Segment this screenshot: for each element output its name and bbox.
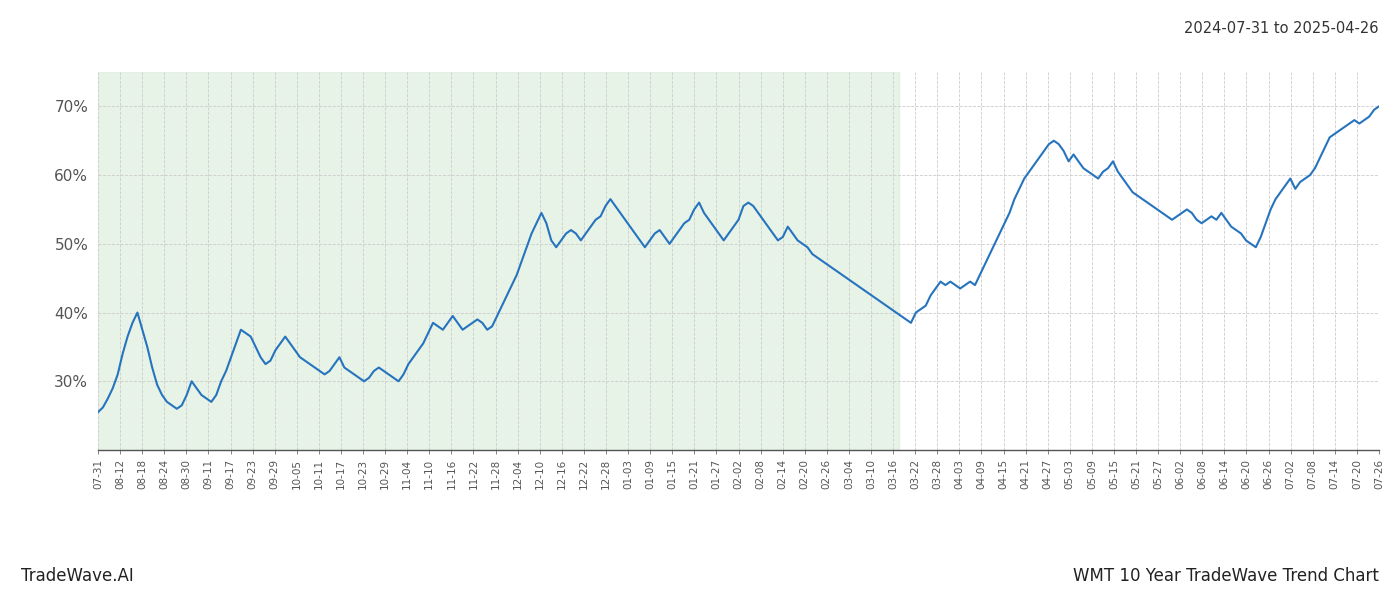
Text: WMT 10 Year TradeWave Trend Chart: WMT 10 Year TradeWave Trend Chart xyxy=(1074,567,1379,585)
Text: TradeWave.AI: TradeWave.AI xyxy=(21,567,134,585)
Bar xyxy=(98,72,899,450)
Text: 2024-07-31 to 2025-04-26: 2024-07-31 to 2025-04-26 xyxy=(1184,21,1379,36)
